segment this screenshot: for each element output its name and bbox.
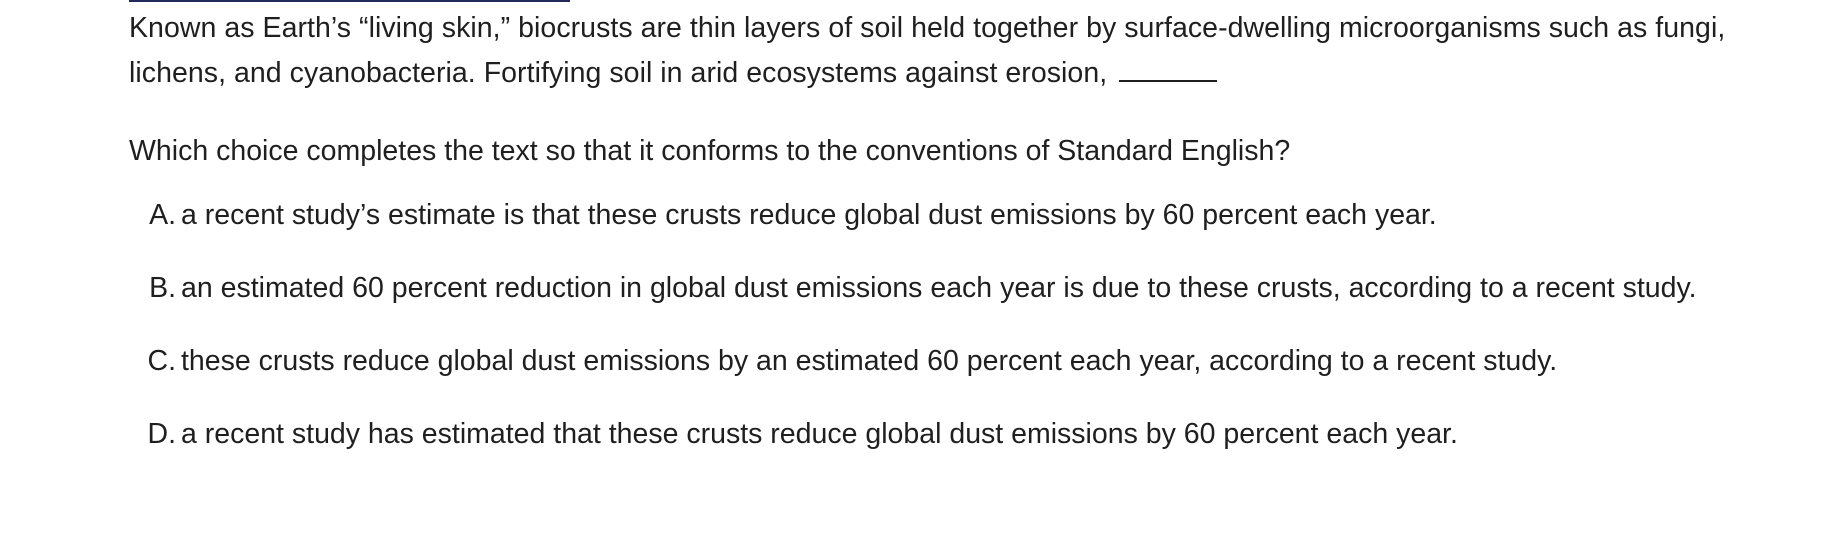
passage: Known as Earth’s “living skin,” biocrust… [129, 6, 1749, 96]
question-prompt: Which choice completes the text so that … [129, 135, 1291, 167]
choice-b[interactable]: B. an estimated 60 percent reduction in … [129, 266, 1749, 311]
choice-text: a recent study’s estimate is that these … [181, 199, 1437, 231]
choice-d[interactable]: D. a recent study has estimated that the… [129, 412, 1749, 457]
choice-text: these crusts reduce global dust emission… [181, 345, 1558, 377]
choice-text: a recent study has estimated that these … [181, 418, 1458, 450]
choice-text: an estimated 60 percent reduction in glo… [181, 272, 1697, 304]
choice-letter: A. [149, 199, 176, 231]
answer-choices: A. a recent study’s estimate is that the… [129, 193, 1749, 457]
choice-letter: D. [147, 418, 177, 450]
choice-letter: B. [149, 272, 176, 304]
answer-blank [1119, 56, 1218, 82]
choice-c[interactable]: C. these crusts reduce global dust emiss… [129, 339, 1749, 384]
choice-a[interactable]: A. a recent study’s estimate is that the… [129, 193, 1749, 238]
question-container: Known as Earth’s “living skin,” biocrust… [129, 6, 1749, 457]
choice-letter: C. [147, 345, 177, 377]
top-divider [129, 0, 570, 2]
passage-text: Known as Earth’s “living skin,” biocrust… [129, 12, 1726, 89]
